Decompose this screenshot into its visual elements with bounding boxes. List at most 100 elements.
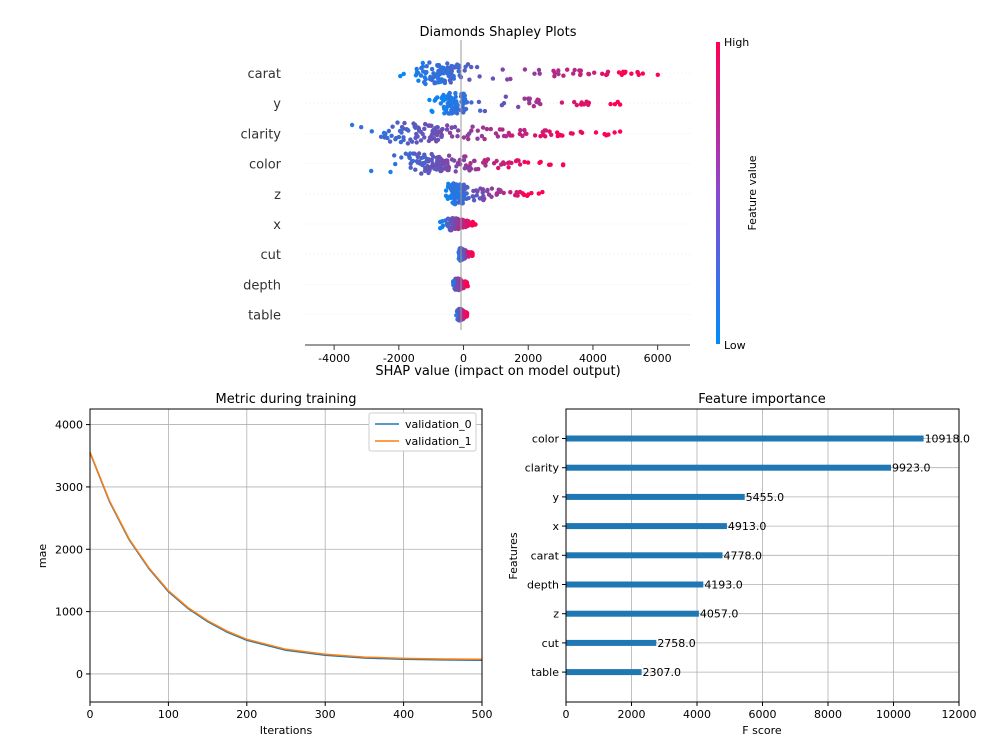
shap-point-color	[446, 153, 452, 158]
shap-point-y	[453, 91, 458, 96]
shap-chart: Diamonds Shapley Plots -4000 -2000 0 2000 40…	[241, 25, 759, 379]
shap-point-cut	[470, 253, 475, 258]
shap-point-z	[485, 189, 490, 194]
shap-feature-label-depth: depth	[243, 278, 281, 293]
importance-value-label-y: 5455.0	[746, 491, 785, 504]
shap-point-z	[480, 187, 486, 192]
shap-point-y	[499, 103, 505, 108]
shap-point-z	[489, 186, 495, 191]
shap-feature-label-cut: cut	[261, 248, 281, 263]
shap-point-carat	[421, 69, 426, 74]
shap-point-clarity	[435, 125, 440, 130]
shap-point-clarity	[431, 127, 436, 133]
shap-point-clarity	[501, 133, 507, 139]
training-y-tick-label: 0	[76, 668, 83, 681]
shap-x-tick-label: 4000	[579, 352, 607, 365]
shap-point-cut	[466, 254, 471, 259]
shap-point-clarity	[452, 124, 458, 130]
shap-point-carat	[432, 81, 437, 86]
shap-point-clarity	[427, 135, 433, 140]
shap-point-carat	[561, 73, 566, 78]
importance-value-label-carat: 4778.0	[723, 549, 762, 562]
shap-point-clarity	[500, 127, 505, 132]
shap-point-color	[424, 165, 430, 170]
shap-point-color	[481, 160, 486, 165]
shap-point-z	[477, 196, 483, 201]
shap-point-y	[438, 101, 443, 106]
importance-x-ticks: 0 2000 4000 6000 8000 10000 12000	[563, 702, 977, 721]
shap-point-color	[468, 166, 474, 171]
importance-value-label-z: 4057.0	[700, 608, 739, 621]
shap-point-y	[430, 109, 435, 115]
shap-point-carat	[445, 61, 450, 66]
shap-point-color	[392, 153, 397, 158]
shap-point-y	[469, 100, 474, 105]
training-title: Metric during training	[216, 392, 357, 407]
shap-point-x	[448, 219, 453, 224]
shap-x-ticks: -4000 -2000 0 2000 4000 6000	[318, 345, 672, 365]
shap-point-clarity	[413, 122, 418, 128]
shap-point-clarity	[484, 126, 490, 132]
shap-point-clarity	[547, 129, 552, 134]
shap-point-clarity	[593, 130, 599, 135]
shap-point-carat	[505, 77, 510, 82]
training-x-tick-label: 100	[158, 708, 179, 721]
shap-point-z	[448, 186, 453, 191]
shap-point-color	[485, 157, 491, 162]
shap-point-z	[452, 200, 457, 205]
importance-value-label-depth: 4193.0	[704, 579, 743, 592]
shap-point-color	[421, 155, 426, 160]
shap-point-color	[430, 161, 435, 166]
shap-point-color	[496, 165, 501, 171]
shap-point-y	[454, 111, 460, 116]
shap-point-y	[462, 96, 468, 102]
shap-point-z	[489, 194, 494, 199]
importance-y-label-y: y	[552, 491, 559, 504]
shap-point-color	[506, 165, 511, 170]
training-x-tick-label: 500	[472, 708, 493, 721]
shap-feature-label-clarity: clarity	[241, 127, 282, 142]
shap-point-depth	[464, 282, 470, 287]
shap-point-cut	[466, 250, 471, 255]
shap-point-y	[531, 104, 536, 109]
shap-point-z	[514, 190, 519, 195]
shap-point-clarity	[414, 131, 419, 137]
shap-point-carat	[413, 73, 419, 78]
shap-point-clarity	[449, 134, 455, 139]
shap-point-clarity	[405, 141, 411, 146]
shap-point-clarity	[406, 128, 411, 133]
shap-point-y	[441, 98, 446, 103]
importance-value-label-color: 10918.0	[925, 433, 971, 446]
shap-point-color	[415, 160, 420, 165]
shap-point-clarity	[461, 135, 467, 140]
importance-y-label-x: x	[552, 520, 559, 533]
shap-point-z	[461, 182, 466, 187]
shap-point-carat	[456, 63, 461, 68]
shap-point-carat	[443, 67, 448, 72]
shap-feature-label-carat: carat	[247, 67, 281, 82]
shap-point-clarity	[542, 128, 547, 133]
shap-colorbar-title: Feature value	[746, 155, 759, 230]
shap-feature-label-y: y	[273, 97, 281, 112]
shap-x-axis-title: SHAP value (impact on model output)	[375, 364, 620, 379]
shap-point-carat	[429, 66, 435, 72]
training-y-tick-label: 2000	[55, 543, 83, 556]
shap-point-z	[462, 187, 467, 192]
shap-point-clarity	[555, 130, 560, 135]
shap-point-z	[447, 194, 453, 199]
shap-point-z	[521, 192, 526, 197]
shap-point-color	[560, 163, 566, 168]
shap-point-carat	[490, 76, 496, 81]
shap-point-clarity	[558, 133, 564, 138]
shap-point-color	[434, 163, 439, 168]
shap-point-cut	[459, 255, 464, 260]
shap-point-x	[464, 218, 470, 223]
shap-point-clarity	[426, 138, 432, 144]
importance-y-label-table: table	[531, 666, 559, 679]
shap-title: Diamonds Shapley Plots	[419, 25, 576, 40]
shap-point-clarity	[488, 126, 493, 132]
importance-bar-carat	[566, 552, 723, 559]
shap-point-z	[443, 188, 449, 193]
shap-point-y	[442, 106, 447, 112]
shap-point-clarity	[395, 120, 400, 125]
